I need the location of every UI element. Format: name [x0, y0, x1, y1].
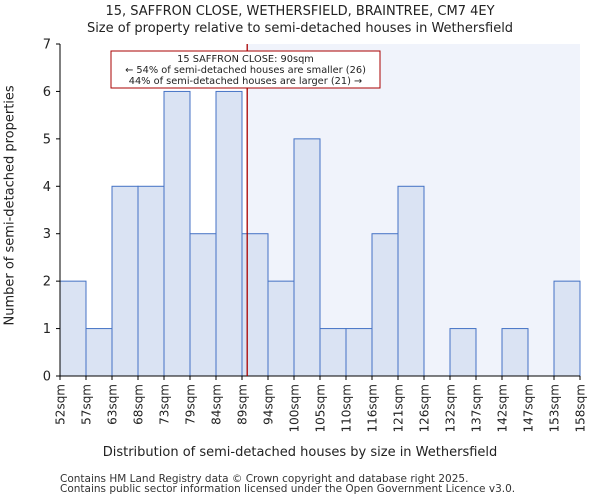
x-tick-label: 158sqm	[574, 384, 588, 432]
bar-89sqm	[241, 233, 269, 377]
x-tick-label: 132sqm	[444, 384, 458, 432]
bar-94sqm	[267, 280, 295, 377]
annotation-line-1: 15 SAFFRON CLOSE: 90sqm	[177, 54, 314, 65]
y-tick-label: 1	[43, 322, 51, 337]
footer-licence: Contains public sector information licen…	[60, 483, 516, 495]
x-tick-label: 52sqm	[54, 384, 68, 425]
x-tick-label: 84sqm	[210, 384, 224, 425]
y-tick-label: 2	[43, 275, 51, 290]
y-tick-label: 7	[43, 38, 51, 53]
x-tick-label: 79sqm	[184, 384, 198, 425]
x-tick-label: 110sqm	[340, 384, 354, 432]
y-tick-label: 5	[43, 132, 51, 147]
annotation-box	[110, 50, 381, 89]
bar-153sqm	[553, 280, 581, 377]
x-tick-label: 94sqm	[262, 384, 276, 425]
bar-121sqm	[397, 185, 425, 377]
bar-57sqm	[85, 328, 113, 377]
y-axis-label: Number of semi-detached properties	[2, 85, 18, 326]
y-tick-label: 4	[43, 180, 51, 195]
chart-title: 15, SAFFRON CLOSE, WETHERSFIELD, BRAINTR…	[105, 4, 495, 19]
bar-63sqm	[111, 185, 139, 377]
x-tick-label: 89sqm	[236, 384, 250, 425]
bar-84sqm	[215, 90, 243, 377]
bar-132sqm	[449, 328, 477, 377]
y-tick-label: 6	[43, 85, 51, 100]
x-tick-label: 63sqm	[106, 384, 120, 425]
y-tick-label: 0	[43, 370, 51, 385]
bar-116sqm	[371, 233, 399, 377]
bar-73sqm	[163, 90, 191, 377]
bar-110sqm	[345, 328, 373, 377]
x-tick-label: 121sqm	[392, 384, 406, 432]
y-tick-label: 3	[43, 227, 51, 242]
annotation-line-2: ← 54% of semi-detached houses are smalle…	[125, 65, 366, 76]
bar-142sqm	[501, 328, 529, 377]
chart-subtitle: Size of property relative to semi-detach…	[86, 21, 514, 36]
annotation-line-3: 44% of semi-detached houses are larger (…	[129, 76, 363, 87]
x-tick-label: 73sqm	[158, 384, 172, 425]
x-tick-label: 137sqm	[470, 384, 484, 432]
bar-105sqm	[319, 328, 347, 377]
x-tick-label: 68sqm	[132, 384, 146, 425]
x-tick-label: 142sqm	[496, 384, 510, 432]
x-tick-label: 153sqm	[548, 384, 562, 432]
bar-79sqm	[189, 233, 217, 377]
footer-copyright: Contains HM Land Registry data © Crown c…	[60, 473, 469, 485]
bar-52sqm	[59, 280, 87, 377]
bar-68sqm	[137, 185, 165, 377]
x-tick-label: 147sqm	[522, 384, 536, 432]
x-axis-label: Distribution of semi-detached houses by …	[102, 445, 498, 460]
bar-100sqm	[293, 138, 321, 377]
x-tick-label: 116sqm	[366, 384, 380, 432]
x-tick-label: 100sqm	[288, 384, 302, 432]
x-tick-label: 105sqm	[314, 384, 328, 432]
x-tick-label: 126sqm	[418, 384, 432, 432]
x-tick-label: 57sqm	[80, 384, 94, 425]
